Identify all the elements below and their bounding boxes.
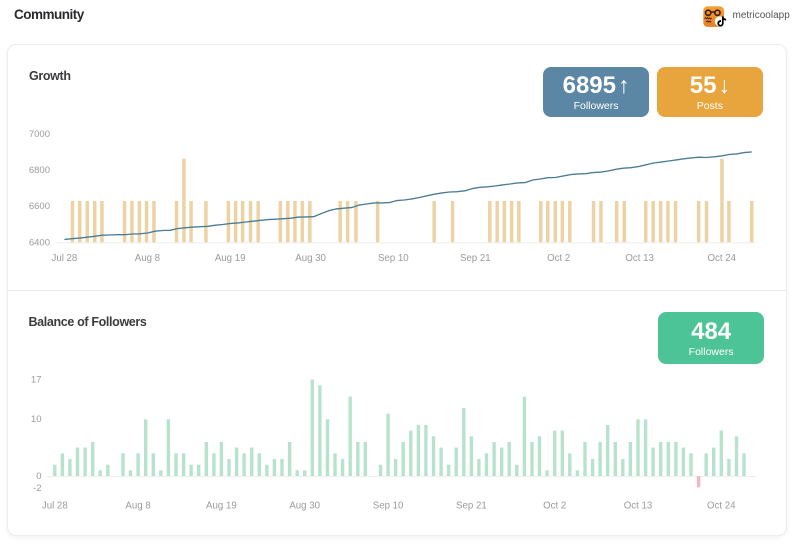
svg-text:Sep 10: Sep 10 bbox=[378, 253, 409, 264]
svg-text:17: 17 bbox=[31, 375, 42, 386]
svg-text:-2: -2 bbox=[33, 483, 41, 494]
svg-text:Jul 28: Jul 28 bbox=[42, 501, 68, 512]
svg-text:Oct 13: Oct 13 bbox=[625, 253, 654, 264]
svg-text:Oct 24: Oct 24 bbox=[707, 501, 736, 512]
svg-text:7000: 7000 bbox=[29, 129, 50, 140]
svg-text:10: 10 bbox=[31, 414, 42, 425]
svg-text:Aug 30: Aug 30 bbox=[295, 253, 326, 264]
svg-text:Aug 8: Aug 8 bbox=[135, 253, 160, 264]
svg-text:6800: 6800 bbox=[29, 165, 50, 176]
svg-text:Jul 28: Jul 28 bbox=[51, 253, 77, 264]
svg-text:Sep 21: Sep 21 bbox=[460, 253, 491, 264]
svg-text:Oct 2: Oct 2 bbox=[543, 501, 566, 512]
svg-text:6400: 6400 bbox=[29, 237, 50, 248]
svg-text:Aug 19: Aug 19 bbox=[206, 501, 237, 512]
svg-text:6600: 6600 bbox=[29, 201, 50, 212]
svg-text:0: 0 bbox=[36, 471, 41, 482]
svg-text:Sep 10: Sep 10 bbox=[373, 501, 404, 512]
svg-text:Aug 30: Aug 30 bbox=[289, 501, 320, 512]
svg-text:Sep 21: Sep 21 bbox=[456, 501, 487, 512]
svg-text:Oct 24: Oct 24 bbox=[708, 253, 737, 264]
svg-text:Aug 8: Aug 8 bbox=[125, 501, 150, 512]
svg-text:Oct 13: Oct 13 bbox=[624, 501, 653, 512]
svg-text:Oct 2: Oct 2 bbox=[547, 253, 570, 264]
svg-text:Aug 19: Aug 19 bbox=[215, 253, 246, 264]
